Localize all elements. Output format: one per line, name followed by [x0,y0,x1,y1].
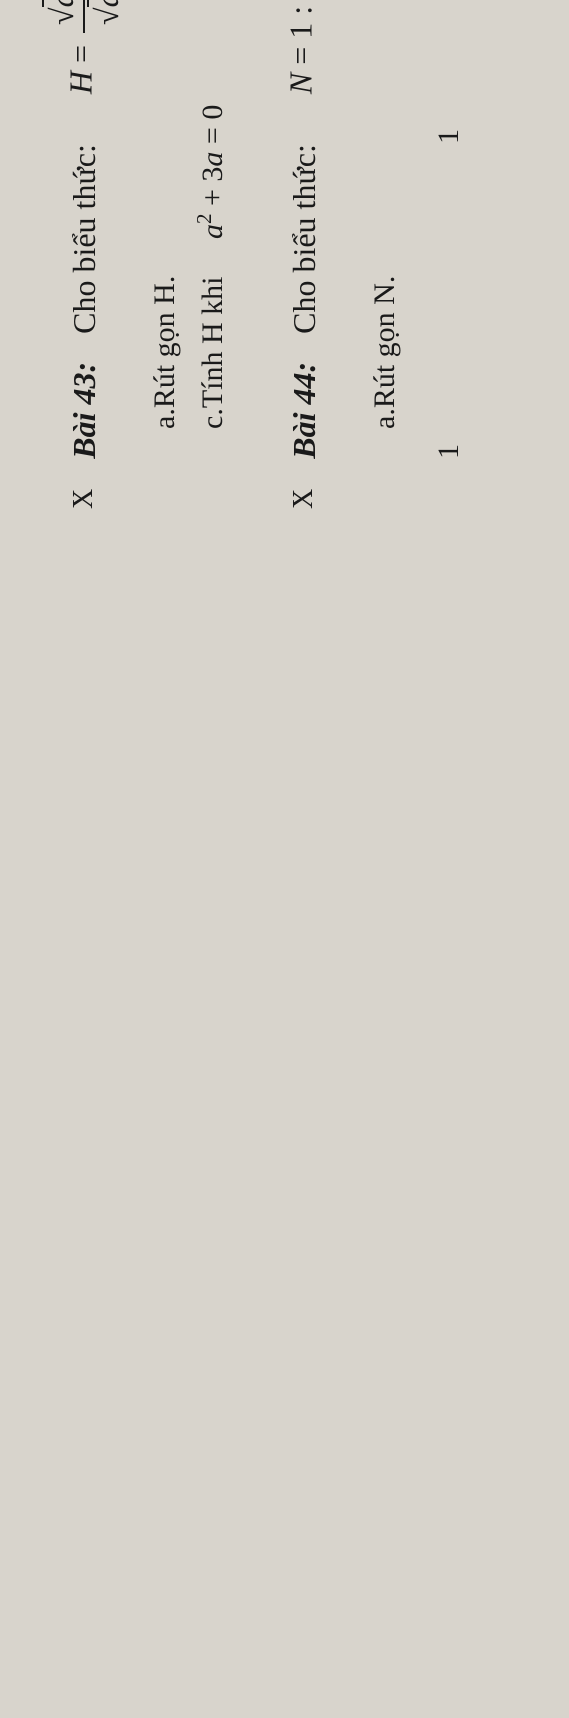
exercise-43-items: a.Rút gọn H. b.Tìm a để D < 2. c.Tính H … [148,0,230,429]
exercise-43-header: X Bài 43: Cho biểu thức: H = a + 2 a + 3… [40,0,128,509]
exercise-44-title: Bài 44: [286,362,323,459]
partial-1: 1 [432,444,516,459]
exercise-43-title: Bài 43: [66,362,103,459]
exercise-44-items: a.Rút gọn N. b.So sánh N với 3. [368,0,402,429]
formula-lhs: H = [62,45,98,94]
x-mark-44: X [288,489,320,509]
item-a: a.Rút gọn H. [148,0,182,429]
item-c-eq: a2 + 3a = 0 [196,105,229,239]
row-cd: c.Tính H khi a2 + 3a = 0 d.Tìm a để H = … [192,0,230,429]
frac1-num: a + 2 [40,0,85,33]
exercise-44-formula: N = 1 : ( x + 2 xx − 1 + x + 1 x + 1 + x… [260,0,348,94]
exercise-44-header: X Bài 44: Cho biểu thức: N = 1 : ( x + 2… [260,0,348,509]
exercise-43: X Bài 43: Cho biểu thức: H = a + 2 a + 3… [40,0,230,509]
formula-lhs-44: N = 1 : [282,6,318,94]
item-c: c.Tính H khi a2 + 3a = 0 [192,0,230,429]
row-44-ab: a.Rút gọn N. b.So sánh N với 3. [368,0,402,429]
x-mark-43: X [68,489,100,509]
exercise-44: X Bài 44: Cho biểu thức: N = 1 : ( x + 2… [260,0,402,509]
fraction-1: a + 2 a + 3 [40,0,128,33]
row-ab: a.Rút gọn H. b.Tìm a để D < 2. [148,0,182,429]
item-44-a: a.Rút gọn N. [368,0,402,429]
frac1-den: a + 3 [85,0,128,33]
partial-2: 1 [432,129,516,144]
exercise-45-partial: 1 1 x3 − x [432,0,516,459]
exercise-43-prompt: Cho biểu thức: [66,144,103,334]
item-c-prefix: c.Tính H khi [196,277,229,429]
exercise-43-formula: H = a + 2 a + 3 − 5 a + a − 6 + 1 2 − a [40,0,128,94]
exercise-44-prompt: Cho biểu thức: [286,144,323,334]
